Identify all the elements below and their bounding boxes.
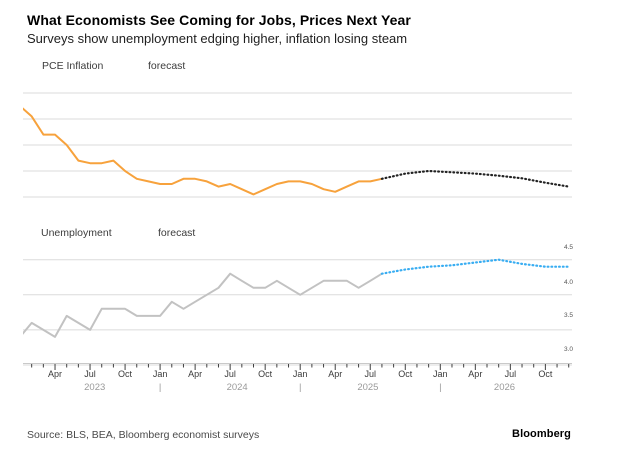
x-axis-month-label: Jul <box>224 369 236 379</box>
unemployment-forecast-line <box>380 258 570 275</box>
x-axis-month-label: Oct <box>118 369 133 379</box>
x-axis-month-labels: Apr Jul Oct Jan Apr Jul Oct Jan Apr Jul Oct Jan Apr J… <box>0 369 633 381</box>
y-axis-tick-label: 4.0 <box>564 279 574 286</box>
x-axis-month-label: Jul <box>364 369 377 379</box>
x-axis-month-label: Apr <box>188 369 203 379</box>
x-axis-year-divider: | <box>439 382 442 393</box>
x-axis-month-label: Jan <box>292 369 308 379</box>
x-axis-year-label: 2025 <box>357 382 379 393</box>
legend-unemployment-label: Unemployment <box>41 227 112 239</box>
page-subtitle: Surveys show unemployment edging higher,… <box>27 31 408 46</box>
x-axis-month-label: Jan <box>152 369 168 379</box>
source-credit: Source: BLS, BEA, Bloomberg economist su… <box>27 429 260 441</box>
legend-pce-inflation-label: PCE Inflation <box>42 60 104 72</box>
unemployment-unemployment-line <box>23 272 383 338</box>
x-axis-month-label: Apr <box>48 369 63 379</box>
y-axis-tick-label: 4.5 <box>564 244 574 251</box>
x-axis-month-label: Oct <box>258 369 273 379</box>
x-axis-year-label: 2026 <box>493 382 516 393</box>
x-axis-year-labels: 2023 | 2024 | 2025 | 2026 <box>0 382 633 395</box>
x-axis-year-divider: | <box>298 382 302 393</box>
x-axis-month-label: Oct <box>538 369 553 379</box>
y-axis-tick-label: 3.0 <box>564 346 574 353</box>
x-axis-year-label: 2023 <box>84 382 106 393</box>
x-axis-month-label: Jul <box>84 369 96 379</box>
x-axis-month-label: Apr <box>468 369 483 379</box>
legend-pce-forecast-label: forecast <box>148 60 186 72</box>
pce-inflation-pce-inflation-line <box>23 107 383 196</box>
legend-unemployment-forecast-label: forecast <box>158 227 196 239</box>
x-axis-year-divider: | <box>158 382 162 393</box>
x-axis-month-label: Oct <box>398 369 413 379</box>
x-axis-month-label: Jan <box>433 369 448 379</box>
page-title: What Economists See Coming for Jobs, Pri… <box>27 12 411 28</box>
bloomberg-logo: Bloomberg <box>512 428 571 440</box>
x-axis-month-label: Jul <box>504 369 517 379</box>
x-axis-year-label: 2024 <box>226 382 248 393</box>
y-axis-tick-label: 3.5 <box>564 312 574 319</box>
x-axis-month-label: Apr <box>328 369 343 379</box>
pce-inflation-forecast-line <box>380 169 570 188</box>
